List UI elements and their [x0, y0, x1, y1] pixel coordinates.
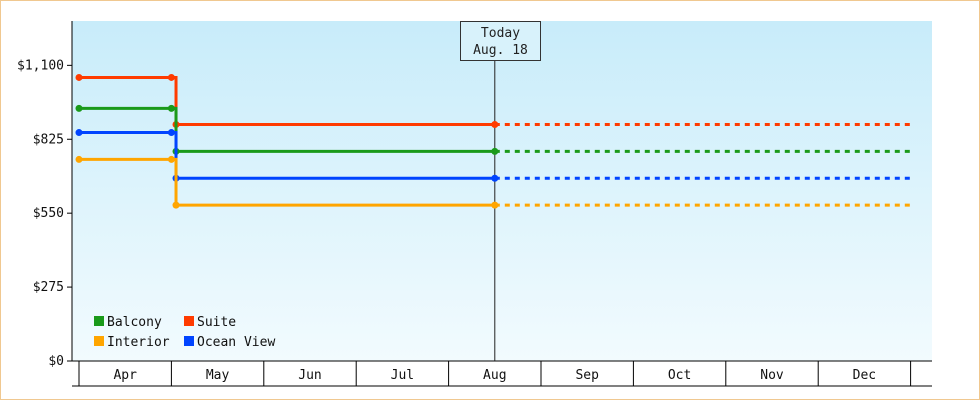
series-line [79, 75, 495, 126]
series-line [79, 131, 495, 180]
data-point [167, 129, 175, 137]
legend-swatch [94, 316, 104, 326]
y-tick-label: $275 [33, 280, 64, 295]
data-point [167, 155, 175, 163]
x-tick-label: Aug [483, 368, 506, 383]
data-point [167, 104, 175, 112]
legend-swatch [184, 316, 194, 326]
x-tick-label: May [206, 368, 230, 383]
data-point [172, 201, 180, 209]
legend-label: Ocean View [197, 335, 275, 350]
data-point [75, 73, 83, 81]
legend-label: Suite [197, 315, 236, 330]
data-point [75, 155, 83, 163]
data-point [491, 174, 499, 182]
legend-swatch [184, 336, 194, 346]
x-tick-label: Apr [113, 368, 137, 383]
x-tick-label: Nov [760, 368, 784, 383]
data-point [167, 73, 175, 81]
plot-background [72, 21, 932, 361]
today-label: Today [480, 26, 521, 41]
data-point [75, 129, 83, 137]
legend-label: Balcony [107, 315, 162, 330]
data-point [491, 201, 499, 209]
x-tick-label: Jun [298, 368, 321, 383]
series-line [79, 106, 495, 153]
data-point [75, 104, 83, 112]
data-point [491, 147, 499, 155]
data-point [491, 120, 499, 128]
legend-label: Interior [107, 335, 170, 350]
legend-swatch [94, 336, 104, 346]
y-tick-label: $825 [33, 132, 64, 147]
y-tick-label: $1,100 [17, 58, 64, 73]
x-tick-label: Jul [391, 368, 414, 383]
x-tick-label: Dec [853, 368, 876, 383]
today-marker-label: Today Aug. 18 [460, 21, 541, 61]
y-tick-label: $550 [33, 206, 64, 221]
x-tick-label: Oct [668, 368, 691, 383]
x-tick-label: Sep [575, 368, 599, 383]
today-date: Aug. 18 [473, 43, 528, 58]
y-tick-label: $0 [48, 354, 64, 369]
series-line [79, 157, 495, 207]
